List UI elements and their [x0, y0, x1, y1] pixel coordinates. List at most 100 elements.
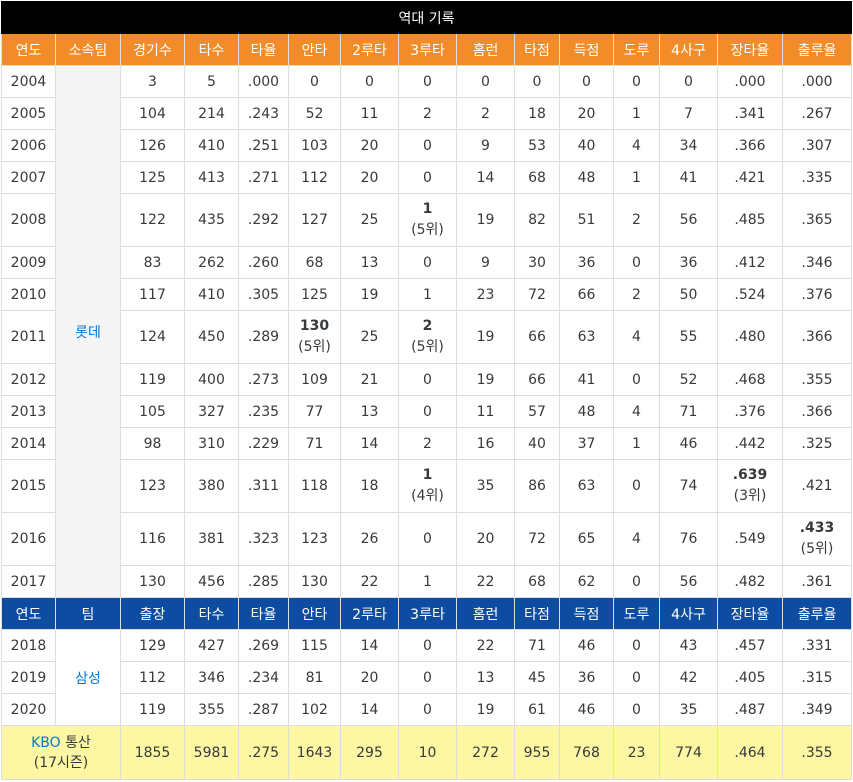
- total-cell: .464: [717, 725, 783, 780]
- stat-cell: 0: [398, 363, 457, 396]
- stat-cell: .549: [717, 512, 783, 566]
- stat-cell: 19: [456, 310, 515, 364]
- stat-cell: 13: [340, 246, 399, 279]
- stat-cell: 410: [184, 129, 239, 162]
- col-header: 출루율: [781, 597, 853, 630]
- stat-cell: 66: [559, 278, 614, 311]
- col-header: 안타: [288, 33, 341, 66]
- stat-cell: 25: [340, 310, 399, 364]
- col-header: 2루타: [340, 33, 399, 66]
- table-row: 2008 122 435.292 127 25 1 (5위) 19 82 51 2 56.485.36…: [1, 193, 853, 247]
- stat-cell: 127: [288, 193, 341, 247]
- stat-cell: 427: [184, 629, 239, 662]
- stat-cell: 18: [514, 97, 560, 130]
- year-cell: 2007: [1, 161, 56, 194]
- stat-cell: 22: [340, 565, 399, 598]
- stat-cell: .355: [781, 363, 853, 396]
- team-cell[interactable]: 롯데: [55, 65, 121, 598]
- stat-cell: 115: [288, 629, 341, 662]
- stat-cell: 380: [184, 459, 239, 513]
- stat-cell: 7: [659, 97, 718, 130]
- kbo-link[interactable]: KBO: [31, 734, 61, 751]
- total-cell: 768: [559, 725, 614, 780]
- stat-cell: 2: [613, 278, 660, 311]
- stat-cell: 214: [184, 97, 239, 130]
- stat-cell: 63: [559, 310, 614, 364]
- stat-cell: .000: [781, 65, 853, 98]
- stat-cell: 410: [184, 278, 239, 311]
- team-cell[interactable]: 삼성: [55, 629, 121, 726]
- year-cell: 2020: [1, 693, 56, 726]
- year-cell: 2005: [1, 97, 56, 130]
- stat-cell: 19: [456, 363, 515, 396]
- stat-cell: 0: [398, 629, 457, 662]
- total-cell: 272: [456, 725, 515, 780]
- stat-cell: 11: [456, 395, 515, 428]
- stat-cell: .289: [238, 310, 289, 364]
- total-label: 통산: [65, 734, 91, 751]
- stat-cell: 18: [340, 459, 399, 513]
- col-header: 홈런: [456, 597, 515, 630]
- stat-cell: 130 (5위): [288, 310, 341, 364]
- stat-cell: 20: [340, 661, 399, 694]
- stat-cell: 68: [288, 246, 341, 279]
- stat-cell: .287: [238, 693, 289, 726]
- stat-cell: 9: [456, 246, 515, 279]
- stat-cell: 62: [559, 565, 614, 598]
- highlight-value: 1: [422, 201, 433, 217]
- stat-cell: 0: [398, 395, 457, 428]
- stat-cell: 355: [184, 693, 239, 726]
- year-cell: 2017: [1, 565, 56, 598]
- stat-cell: .346: [781, 246, 853, 279]
- col-header: 연도: [1, 33, 56, 66]
- stat-cell: 36: [559, 661, 614, 694]
- total-cell: 955: [514, 725, 560, 780]
- total-cell: .355: [781, 725, 853, 780]
- stat-cell: 112: [288, 161, 341, 194]
- stat-cell: 327: [184, 395, 239, 428]
- stat-cell: .365: [781, 193, 853, 247]
- stat-cell: 0: [559, 65, 614, 98]
- stat-cell: 0: [514, 65, 560, 98]
- table-row: 2017 130 456.285 130 22 1 22 68 62 0 56.482.361: [1, 565, 853, 598]
- stat-cell: .341: [717, 97, 783, 130]
- stat-cell: 41: [659, 161, 718, 194]
- year-cell: 2014: [1, 427, 56, 460]
- stat-cell: 2 (5위): [398, 310, 457, 364]
- stat-cell: 51: [559, 193, 614, 247]
- table-row: 2016 116 381.323 123 26 0 20 72 65 4 76.549 .433 (5위…: [1, 512, 853, 566]
- stat-cell: 400: [184, 363, 239, 396]
- stat-cell: 35: [659, 693, 718, 726]
- stat-cell: .229: [238, 427, 289, 460]
- col-header: 홈런: [456, 33, 515, 66]
- stat-cell: 0: [613, 661, 660, 694]
- col-header: 장타율: [717, 33, 783, 66]
- stat-cell: .349: [781, 693, 853, 726]
- stat-cell: 1 (4위): [398, 459, 457, 513]
- career-total-row: KBO 통산 (17시즌) 1855 5981 .275 1643 295 10…: [1, 725, 853, 780]
- stat-cell: 9: [456, 129, 515, 162]
- rank-note: (5위): [411, 339, 444, 355]
- total-cell: 5981: [184, 725, 239, 780]
- stat-cell: 42: [659, 661, 718, 694]
- total-cell: .275: [238, 725, 289, 780]
- stat-cell: .405: [717, 661, 783, 694]
- stat-cell: 20: [340, 129, 399, 162]
- stat-cell: 19: [340, 278, 399, 311]
- stat-cell: 77: [288, 395, 341, 428]
- year-cell: 2012: [1, 363, 56, 396]
- stat-cell: 2: [398, 97, 457, 130]
- stat-cell: 40: [559, 129, 614, 162]
- stat-cell: .234: [238, 661, 289, 694]
- stat-cell: 2: [613, 193, 660, 247]
- table-row: 2011 124 450.289 130 (5위) 25 2 (5위) 19 66 63 4 55.48…: [1, 310, 853, 364]
- stat-cell: 2: [456, 97, 515, 130]
- total-seasons: (17시즌): [33, 754, 89, 771]
- stat-cell: 25: [340, 193, 399, 247]
- stat-cell: .457: [717, 629, 783, 662]
- stat-cell: 36: [659, 246, 718, 279]
- stat-cell: 118: [288, 459, 341, 513]
- stat-cell: .273: [238, 363, 289, 396]
- stat-cell: 450: [184, 310, 239, 364]
- stat-cell: 456: [184, 565, 239, 598]
